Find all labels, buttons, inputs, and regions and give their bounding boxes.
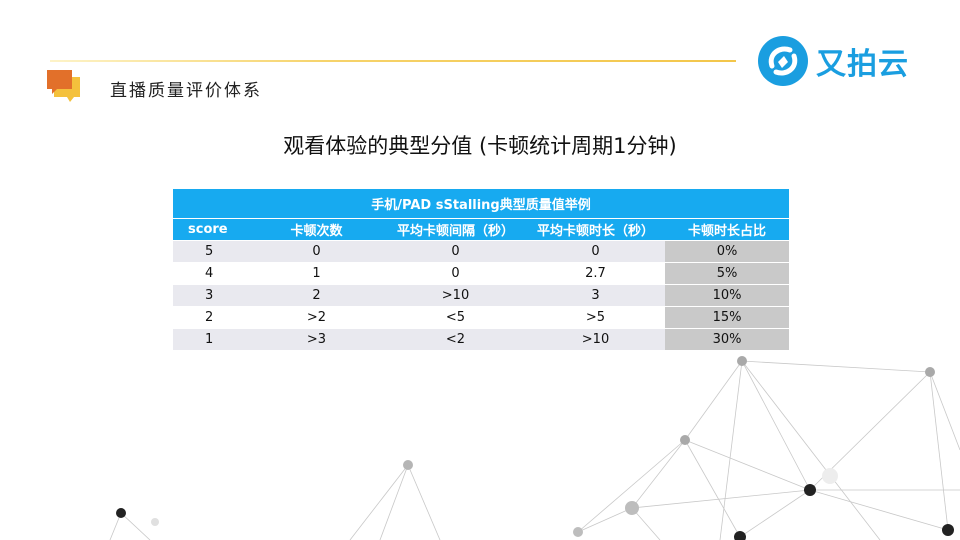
chat-bubbles-icon: [46, 69, 82, 103]
table-caption-row: 手机/PAD sStalling典型质量值举例: [173, 189, 790, 219]
column-header-avg-stall-interval: 平均卡顿间隔（秒）: [385, 218, 526, 241]
stall-count-cell: 0: [248, 240, 385, 263]
table-caption: 手机/PAD sStalling典型质量值举例: [173, 189, 790, 219]
table-header-row: score 卡顿次数 平均卡顿间隔（秒） 平均卡顿时长（秒） 卡顿时长占比: [173, 218, 790, 241]
avg-duration-cell: 2.7: [526, 262, 665, 285]
table-row: 5 0 0 0 0%: [173, 240, 790, 263]
table-row: 1 >3 <2 >10 30%: [173, 328, 790, 350]
stall-count-cell: 2: [248, 284, 385, 307]
column-header-stall-count: 卡顿次数: [248, 218, 385, 241]
avg-duration-cell: >5: [526, 306, 665, 329]
avg-interval-cell: >10: [385, 284, 526, 307]
column-header-stall-ratio: 卡顿时长占比: [665, 218, 790, 241]
avg-interval-cell: <5: [385, 306, 526, 329]
avg-duration-cell: 0: [526, 240, 665, 263]
column-header-score: score: [173, 218, 248, 241]
stalling-quality-table: 手机/PAD sStalling典型质量值举例 score 卡顿次数 平均卡顿间…: [173, 189, 790, 350]
score-cell: 4: [173, 262, 248, 285]
avg-interval-cell: <2: [385, 328, 526, 350]
stall-count-cell: >2: [248, 306, 385, 329]
slide-title: 观看体验的典型分值 (卡顿统计周期1分钟): [283, 134, 677, 158]
score-cell: 3: [173, 284, 248, 307]
avg-interval-cell: 0: [385, 262, 526, 285]
stall-ratio-cell: 0%: [665, 240, 790, 263]
table-row: 4 1 0 2.7 5%: [173, 262, 790, 285]
logo-text: 又拍云: [816, 47, 909, 82]
stall-ratio-cell: 10%: [665, 284, 790, 307]
avg-duration-cell: 3: [526, 284, 665, 307]
avg-interval-cell: 0: [385, 240, 526, 263]
upyun-logo-icon: [758, 36, 808, 86]
score-cell: 1: [173, 328, 248, 350]
stall-ratio-cell: 5%: [665, 262, 790, 285]
section-title: 直播质量评价体系: [110, 81, 262, 101]
network-decoration: [109, 356, 960, 540]
brand-logo: 又拍云: [758, 34, 909, 88]
stall-count-cell: 1: [248, 262, 385, 285]
stall-count-cell: >3: [248, 328, 385, 350]
avg-duration-cell: >10: [526, 328, 665, 350]
stall-ratio-cell: 30%: [665, 328, 790, 350]
score-cell: 2: [173, 306, 248, 329]
header-divider: [50, 60, 736, 62]
table-row: 2 >2 <5 >5 15%: [173, 306, 790, 329]
score-cell: 5: [173, 240, 248, 263]
stall-ratio-cell: 15%: [665, 306, 790, 329]
column-header-avg-stall-duration: 平均卡顿时长（秒）: [526, 218, 665, 241]
table-row: 3 2 >10 3 10%: [173, 284, 790, 307]
